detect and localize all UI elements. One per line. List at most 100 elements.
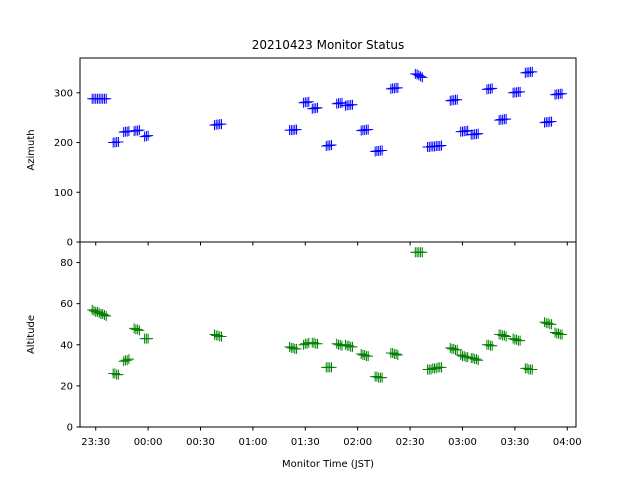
altitude-y-tick-label: 20: [60, 381, 73, 392]
altitude-point: [501, 331, 512, 342]
altitude-group-7: [284, 341, 302, 354]
altitude-point: [143, 333, 154, 344]
plot-marks: [87, 66, 568, 383]
altitude-point: [312, 338, 323, 349]
altitude-group-22: [494, 329, 512, 342]
azimuth-group-10: [321, 140, 337, 152]
altitude-group-2: [108, 368, 124, 380]
altitude-y-tick-label: 40: [60, 340, 73, 351]
altitude-point: [101, 311, 112, 321]
x-tick-label: 01:00: [238, 437, 267, 448]
altitude-group-20: [466, 353, 484, 366]
azimuth-point: [515, 86, 526, 97]
azimuth-group-25: [539, 116, 557, 128]
azimuth-point: [326, 140, 337, 151]
altitude-y-tick-label: 0: [67, 423, 73, 434]
x-tick-label: 23:30: [81, 437, 110, 448]
x-tick-label: 02:00: [343, 437, 372, 448]
altitude-point: [471, 354, 482, 365]
azimuth-point: [452, 94, 463, 105]
altitude-group-10: [321, 362, 337, 373]
azimuth-point: [487, 83, 498, 94]
azimuth-group-1: [87, 93, 112, 104]
azimuth-point: [417, 72, 428, 83]
altitude-point: [546, 319, 557, 330]
altitude-group-9: [307, 337, 323, 349]
altitude-point: [291, 343, 302, 354]
azimuth-group-3: [118, 126, 134, 138]
azimuth-point: [134, 125, 145, 136]
altitude-point: [122, 355, 133, 366]
altitude-point: [216, 331, 227, 342]
altitude-y-tick-label: 60: [60, 299, 73, 310]
altitude-point: [377, 372, 388, 383]
azimuth-group-16: [410, 68, 428, 83]
x-axis-label: Monitor Time (JST): [282, 459, 374, 470]
azimuth-group-22: [494, 114, 512, 126]
x-tick-label: 02:30: [396, 437, 425, 448]
azimuth-point: [546, 116, 557, 127]
altitude-group-1: [87, 304, 112, 321]
altitude-point: [499, 330, 510, 341]
azimuth-group-18: [445, 94, 463, 106]
altitude-y-axis-label: Altitude: [26, 315, 37, 354]
azimuth-point: [363, 124, 374, 135]
azimuth-group-20: [466, 128, 484, 140]
altitude-point: [132, 324, 143, 335]
x-tick-label: 04:00: [553, 437, 582, 448]
azimuth-group-5: [139, 130, 154, 142]
azimuth-y-axis-label: Azimuth: [26, 129, 37, 170]
azimuth-group-11: [331, 97, 347, 109]
azimuth-y-tick-label: 0: [67, 238, 73, 249]
x-tick-label: 01:30: [291, 437, 320, 448]
altitude-group-15: [385, 348, 403, 361]
altitude-group-3: [118, 354, 134, 367]
altitude-point: [326, 362, 337, 373]
x-tick-label: 03:00: [448, 437, 477, 448]
altitude-point: [557, 329, 568, 340]
azimuth-point: [527, 66, 538, 77]
azimuth-group-9: [307, 102, 323, 114]
azimuth-point: [303, 96, 314, 107]
azimuth-point: [436, 140, 447, 151]
azimuth-y-tick-label: 100: [54, 188, 73, 199]
altitude-group-25: [539, 317, 557, 330]
altitude-point: [134, 325, 145, 336]
altitude-group-16: [410, 247, 428, 258]
altitude-point: [473, 355, 484, 366]
azimuth-point: [291, 124, 302, 135]
azimuth-group-26: [550, 88, 568, 100]
azimuth-group-2: [108, 137, 124, 148]
azimuth-y-tick-label: 200: [54, 138, 73, 149]
azimuth-group-4: [129, 125, 145, 137]
azimuth-point: [557, 88, 568, 99]
altitude-group-23: [508, 333, 526, 346]
altitude-group-5: [139, 333, 154, 344]
azimuth-point: [377, 145, 388, 156]
altitude-point: [392, 350, 403, 361]
altitude-point: [123, 354, 134, 365]
altitude-point: [391, 349, 402, 360]
azimuth-point: [415, 71, 426, 82]
altitude-group-6: [209, 329, 227, 342]
azimuth-point: [312, 102, 323, 113]
altitude-group-24: [520, 363, 538, 375]
azimuth-point: [501, 114, 512, 125]
altitude-group-17: [422, 362, 447, 375]
azimuth-point: [216, 119, 227, 130]
x-tick-label: 00:00: [134, 437, 163, 448]
azimuth-point: [113, 137, 124, 148]
azimuth-point: [143, 130, 154, 141]
azimuth-group-7: [284, 124, 302, 136]
azimuth-group-6: [209, 119, 227, 131]
altitude-point: [515, 335, 526, 346]
altitude-group-26: [550, 327, 568, 340]
altitude-y-tick-label: 80: [60, 258, 73, 269]
altitude-point: [347, 341, 358, 352]
x-tick-label: 03:30: [500, 437, 529, 448]
altitude-point: [113, 369, 124, 380]
altitude-point: [527, 364, 538, 375]
altitude-group-12: [340, 339, 358, 352]
chart-title: 20210423 Monitor Status: [252, 38, 405, 52]
